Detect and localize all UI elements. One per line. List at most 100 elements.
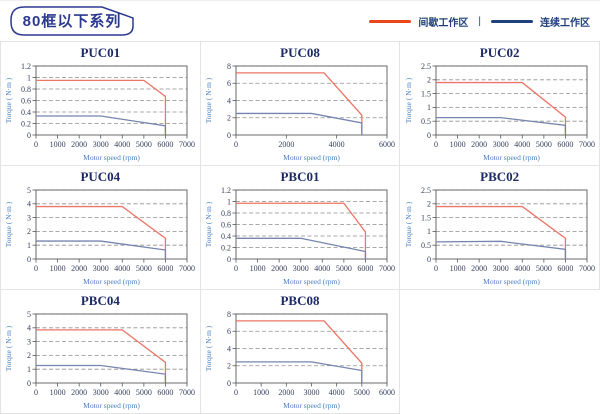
svg-text:4: 4 <box>27 324 31 333</box>
svg-text:Motor speed (rpm): Motor speed (rpm) <box>483 277 540 286</box>
chart-cell-pbc02: PBC02 0 0.5 1 1.5 2 2.5 0 1000 2000 3000 4000 5000 6… <box>400 166 600 290</box>
svg-text:0: 0 <box>227 379 231 388</box>
svg-text:7000: 7000 <box>379 264 395 273</box>
svg-text:4000: 4000 <box>514 264 530 273</box>
svg-text:3000: 3000 <box>303 388 319 397</box>
svg-text:3000: 3000 <box>93 264 109 273</box>
svg-text:1: 1 <box>427 227 431 236</box>
svg-text:0: 0 <box>34 264 38 273</box>
svg-text:0: 0 <box>434 264 438 273</box>
svg-text:2000: 2000 <box>71 140 87 149</box>
svg-text:6000: 6000 <box>557 140 573 149</box>
svg-text:2: 2 <box>427 76 431 85</box>
chart-title: PUC02 <box>479 45 520 60</box>
svg-text:0.5: 0.5 <box>421 241 431 250</box>
svg-text:5000: 5000 <box>536 264 552 273</box>
svg-text:1.2: 1.2 <box>221 186 231 195</box>
svg-text:Torque ( N·m ): Torque ( N·m ) <box>4 325 13 371</box>
svg-text:Motor speed (rpm): Motor speed (rpm) <box>283 153 340 162</box>
svg-text:4000: 4000 <box>314 264 330 273</box>
svg-text:Motor speed (rpm): Motor speed (rpm) <box>483 153 540 162</box>
svg-text:0: 0 <box>234 140 238 149</box>
svg-text:4000: 4000 <box>115 388 131 397</box>
svg-text:5000: 5000 <box>354 388 370 397</box>
svg-text:3000: 3000 <box>93 388 109 397</box>
svg-text:6000: 6000 <box>158 140 174 149</box>
svg-text:6000: 6000 <box>557 264 573 273</box>
svg-text:1: 1 <box>27 241 31 250</box>
svg-text:4000: 4000 <box>115 264 131 273</box>
svg-text:0.8: 0.8 <box>21 85 31 94</box>
svg-text:2: 2 <box>27 227 31 236</box>
svg-text:0: 0 <box>27 255 31 264</box>
svg-text:5000: 5000 <box>136 140 152 149</box>
svg-text:6000: 6000 <box>158 264 174 273</box>
svg-text:2.5: 2.5 <box>421 62 431 71</box>
empty-cell <box>400 290 600 414</box>
svg-text:4: 4 <box>227 344 231 353</box>
chart-canvas: 0 2 4 6 8 0 2000 4000 6000 Motor speed (rpm) Torqu… <box>204 62 395 162</box>
chart-title: PBC02 <box>480 169 520 184</box>
legend-item-intermittent: 间歇工作区 <box>369 14 468 29</box>
svg-text:0: 0 <box>227 255 231 264</box>
svg-text:4000: 4000 <box>329 140 345 149</box>
continuous-line-icon <box>491 19 533 23</box>
svg-text:5: 5 <box>27 310 31 319</box>
svg-text:5000: 5000 <box>536 140 552 149</box>
svg-text:0: 0 <box>427 131 431 140</box>
svg-text:2000: 2000 <box>71 264 87 273</box>
svg-text:Motor speed (rpm): Motor speed (rpm) <box>283 401 340 410</box>
intermittent-line-icon <box>369 19 412 23</box>
svg-text:1000: 1000 <box>50 264 66 273</box>
svg-text:Torque ( N·m ): Torque ( N·m ) <box>404 77 413 123</box>
svg-text:7000: 7000 <box>179 264 195 273</box>
svg-text:5000: 5000 <box>336 264 352 273</box>
legend-label-continuous: 连续工作区 <box>540 17 590 29</box>
chart-title: PBC08 <box>280 293 320 308</box>
chart-cell-pbc01: PBC01 0 0.2 0.4 0.6 0.8 1 1.2 0 1000 2000 3000 4000… <box>200 166 401 290</box>
legend-label-intermittent: 间歇工作区 <box>418 17 469 29</box>
svg-text:2000: 2000 <box>278 388 294 397</box>
svg-text:0: 0 <box>27 131 31 140</box>
svg-text:3000: 3000 <box>492 140 508 149</box>
svg-text:1000: 1000 <box>449 264 465 273</box>
svg-text:6000: 6000 <box>357 264 373 273</box>
svg-text:0.2: 0.2 <box>221 243 231 252</box>
chart-cell-puc01: PUC01 0 0.2 0.4 0.6 0.8 1 1.2 0 1000 2000 3000 4000… <box>1 42 201 166</box>
svg-text:7000: 7000 <box>179 388 195 397</box>
svg-text:2: 2 <box>227 114 231 123</box>
svg-text:Motor speed (rpm): Motor speed (rpm) <box>283 277 340 286</box>
svg-text:Motor speed (rpm): Motor speed (rpm) <box>84 153 141 162</box>
svg-text:2.5: 2.5 <box>421 186 431 195</box>
svg-text:3000: 3000 <box>492 264 508 273</box>
legend-separator: | <box>478 15 481 27</box>
svg-text:2: 2 <box>27 351 31 360</box>
svg-text:1000: 1000 <box>253 388 269 397</box>
svg-text:3000: 3000 <box>293 264 309 273</box>
chart-cell-puc04: PUC04 0 1 2 3 4 5 0 1000 2000 3000 4000 5000 6000 700… <box>1 166 201 290</box>
page-title: 80框以下系列 <box>10 6 134 36</box>
svg-text:7000: 7000 <box>579 140 595 149</box>
svg-text:2: 2 <box>427 200 431 209</box>
svg-text:0.4: 0.4 <box>21 108 31 117</box>
chart-canvas: 0 2 4 6 8 0 1000 2000 3000 4000 5000 6000 Motor spee… <box>204 310 395 410</box>
chart-canvas: 0 1 2 3 4 5 0 1000 2000 3000 4000 5000 6000 7000 Motor… <box>4 186 195 286</box>
svg-text:0.6: 0.6 <box>21 96 31 105</box>
chart-title: PUC04 <box>80 169 121 184</box>
svg-text:1000: 1000 <box>449 140 465 149</box>
chart-cell-puc02: PUC02 0 0.5 1 1.5 2 2.5 0 1000 2000 3000 4000 5000 6… <box>400 42 600 166</box>
chart-title: PBC04 <box>80 293 120 308</box>
svg-text:1.2: 1.2 <box>21 62 31 71</box>
svg-text:8: 8 <box>227 310 231 319</box>
svg-text:3: 3 <box>27 337 31 346</box>
svg-text:1: 1 <box>27 365 31 374</box>
page-title-text: 80框以下系列 <box>22 12 122 30</box>
svg-text:8: 8 <box>227 62 231 71</box>
svg-text:6000: 6000 <box>158 388 174 397</box>
svg-text:4000: 4000 <box>514 140 530 149</box>
chart-cell-pbc08: PBC08 0 2 4 6 8 0 1000 2000 3000 4000 5000 6000 Moto… <box>200 290 401 414</box>
svg-text:2000: 2000 <box>71 388 87 397</box>
page-header: 80框以下系列 间歇工作区 | 连续工作区 <box>0 1 600 41</box>
chart-canvas: 0 0.5 1 1.5 2 2.5 0 1000 2000 3000 4000 5000 6000 700… <box>404 62 595 162</box>
